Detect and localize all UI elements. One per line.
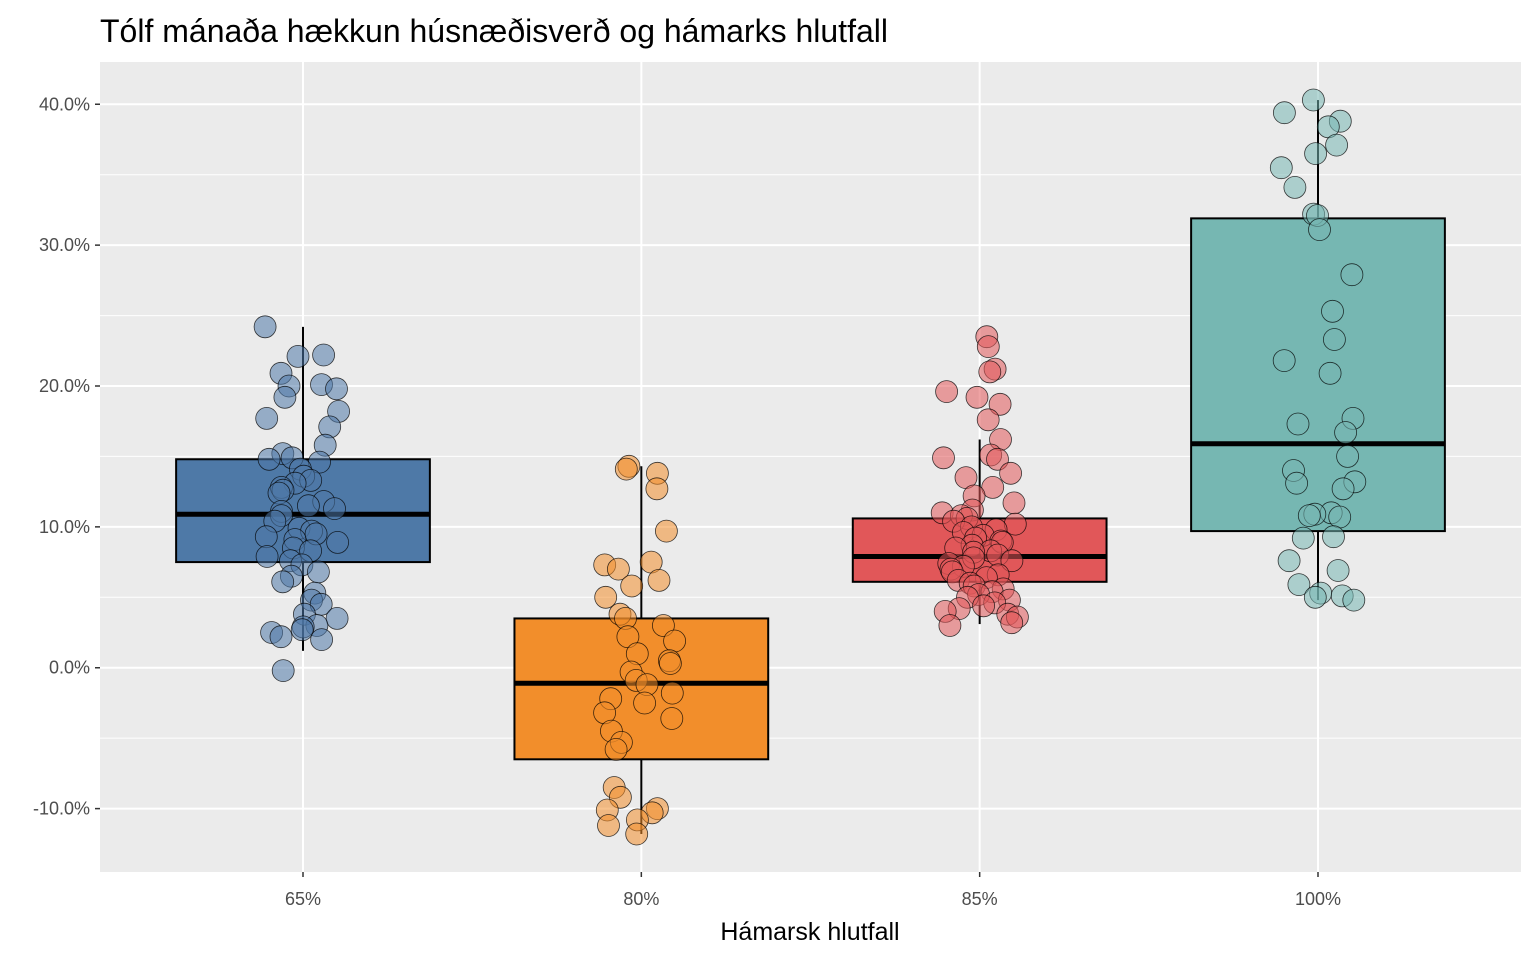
data-point — [1340, 263, 1364, 287]
data-point — [269, 625, 293, 649]
data-point — [938, 614, 962, 637]
data-point — [1297, 504, 1321, 527]
data-point — [620, 574, 644, 598]
y-tick-label: 40.0% — [39, 94, 90, 114]
chart-title: Tólf mánaða hækkun húsnæðisverð og hámar… — [100, 13, 888, 49]
data-point — [655, 519, 678, 543]
data-point — [1277, 549, 1301, 573]
data-point — [604, 738, 628, 761]
data-point — [1318, 361, 1342, 385]
data-point — [1286, 412, 1310, 436]
data-point — [1272, 349, 1296, 373]
data-point — [312, 343, 336, 367]
data-point — [981, 475, 1005, 499]
data-point — [1323, 328, 1346, 351]
data-point — [1283, 175, 1307, 199]
x-axis-title: Hámarsk hlutfall — [720, 918, 899, 946]
data-point — [988, 392, 1012, 416]
data-point — [323, 497, 346, 521]
data-point — [976, 408, 1000, 432]
data-point — [976, 335, 1000, 359]
data-point — [1303, 585, 1327, 609]
data-point — [597, 814, 620, 837]
data-point — [663, 629, 686, 653]
data-point — [286, 344, 310, 368]
x-tick-label: 85% — [962, 889, 998, 909]
data-point — [1331, 477, 1355, 501]
data-point — [1287, 573, 1311, 596]
data-point — [607, 557, 630, 581]
y-axis-ticks: -10.0% 0.0% 10.0% 20.0% 30.0% 40.0% — [33, 94, 100, 819]
data-point — [296, 494, 320, 518]
data-point — [257, 447, 281, 471]
data-point — [306, 560, 330, 584]
data-point — [965, 385, 989, 409]
data-point — [625, 822, 649, 846]
data-point — [1273, 101, 1296, 125]
data-point — [614, 457, 638, 481]
data-point — [1342, 588, 1366, 612]
data-point — [978, 360, 1002, 384]
data-point — [935, 380, 958, 404]
data-point — [255, 545, 279, 568]
data-point — [1291, 526, 1315, 550]
data-point — [986, 447, 1009, 471]
data-point — [633, 691, 656, 715]
y-tick-label: 10.0% — [39, 517, 90, 537]
data-point — [1002, 491, 1026, 515]
data-point — [310, 628, 334, 651]
data-point — [254, 525, 278, 549]
data-point — [290, 618, 314, 642]
data-point — [647, 569, 671, 592]
y-tick-label: 0.0% — [49, 658, 90, 678]
data-point — [253, 315, 277, 339]
data-point — [1304, 142, 1327, 166]
x-tick-label: 80% — [623, 889, 659, 909]
data-point — [325, 377, 348, 401]
data-point — [1285, 471, 1308, 495]
data-point — [271, 659, 295, 682]
data-point — [660, 681, 684, 705]
data-point — [1325, 133, 1348, 157]
jittered-points — [253, 88, 1367, 846]
data-point — [325, 607, 349, 630]
data-point — [273, 385, 297, 409]
data-point — [1000, 611, 1024, 635]
x-tick-label: 65% — [285, 889, 321, 909]
data-point — [1269, 156, 1293, 180]
x-tick-label: 100% — [1295, 889, 1341, 909]
data-point — [1336, 444, 1359, 468]
box — [1190, 217, 1446, 533]
y-tick-label: 20.0% — [39, 376, 90, 396]
data-point — [1321, 299, 1344, 323]
x-axis-ticks: 65% 80% 85% 100% — [285, 872, 1341, 909]
y-tick-label: -10.0% — [33, 799, 90, 819]
data-point — [255, 406, 279, 430]
data-point — [1334, 421, 1357, 444]
data-point — [659, 652, 682, 675]
data-point — [1000, 549, 1024, 573]
data-point — [972, 594, 995, 618]
data-point — [645, 477, 669, 501]
data-point — [1326, 559, 1350, 582]
data-point — [1322, 525, 1345, 549]
data-point — [652, 614, 675, 637]
data-point — [1302, 88, 1325, 112]
data-point — [326, 531, 350, 554]
data-point — [932, 446, 955, 470]
data-point — [1308, 218, 1331, 242]
data-point — [1328, 505, 1352, 529]
data-point — [999, 461, 1022, 485]
data-point — [271, 570, 295, 594]
y-tick-label: 30.0% — [39, 235, 90, 255]
data-point — [594, 585, 618, 609]
data-point — [660, 707, 684, 730]
